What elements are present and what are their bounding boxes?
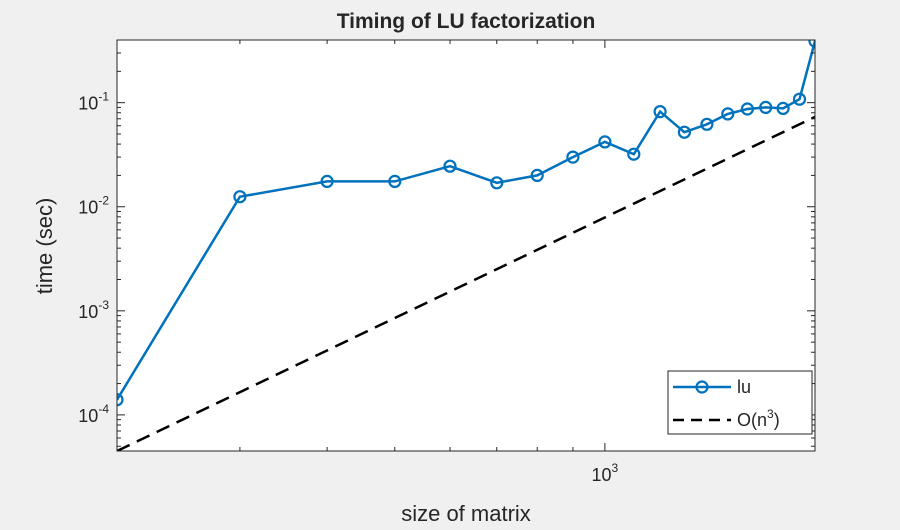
data-point (721, 107, 735, 121)
y-tick-label: 10-3 (78, 298, 109, 322)
chart-title: Timing of LU factorization (337, 10, 596, 33)
data-point (759, 100, 773, 115)
data-point (653, 104, 667, 119)
data-point (838, 68, 849, 79)
data-point (320, 174, 334, 188)
y-tick-label: 10-4 (78, 402, 109, 426)
series-clip-group (117, 40, 863, 451)
y-tick-label: 10-1 (78, 90, 109, 114)
series-line-on3 (117, 115, 815, 451)
data-point (792, 92, 807, 106)
data-point (808, 40, 815, 48)
data-point (627, 147, 641, 161)
x-axis-label: size of matrix (401, 501, 531, 525)
tick-layer: 10-4 10-3 10-2 10-1 103 (78, 40, 815, 485)
y-axis-label: time (sec) (32, 198, 57, 295)
legend-on3-tail: ) (774, 410, 780, 430)
data-point (233, 190, 247, 204)
data-point (566, 150, 580, 164)
data-point (443, 159, 457, 173)
data-point (700, 117, 714, 131)
legend-on3-sup: 3 (767, 407, 774, 421)
data-point (388, 174, 402, 188)
legend-on3-label: O(n3) (737, 407, 780, 430)
series-layer (117, 40, 863, 451)
legend-lu-label: lu (737, 377, 751, 397)
data-point (598, 135, 612, 149)
data-point (490, 176, 504, 190)
y-tick-label: 10-2 (78, 194, 109, 218)
legend-box (667, 370, 813, 435)
series-line-lu (117, 40, 815, 401)
legend-lu-marker (695, 380, 709, 394)
data-point (117, 393, 124, 407)
legend: lu O(n3) (667, 370, 813, 435)
data-point (824, 73, 835, 84)
data-point (740, 102, 755, 116)
legend-on3-base: O(n (737, 410, 767, 430)
data-point (776, 101, 790, 116)
plot-area-frame (116, 39, 816, 452)
x-tick-label: 103 (592, 461, 619, 485)
data-point (677, 125, 692, 139)
data-point (852, 76, 863, 87)
data-point (530, 168, 544, 182)
